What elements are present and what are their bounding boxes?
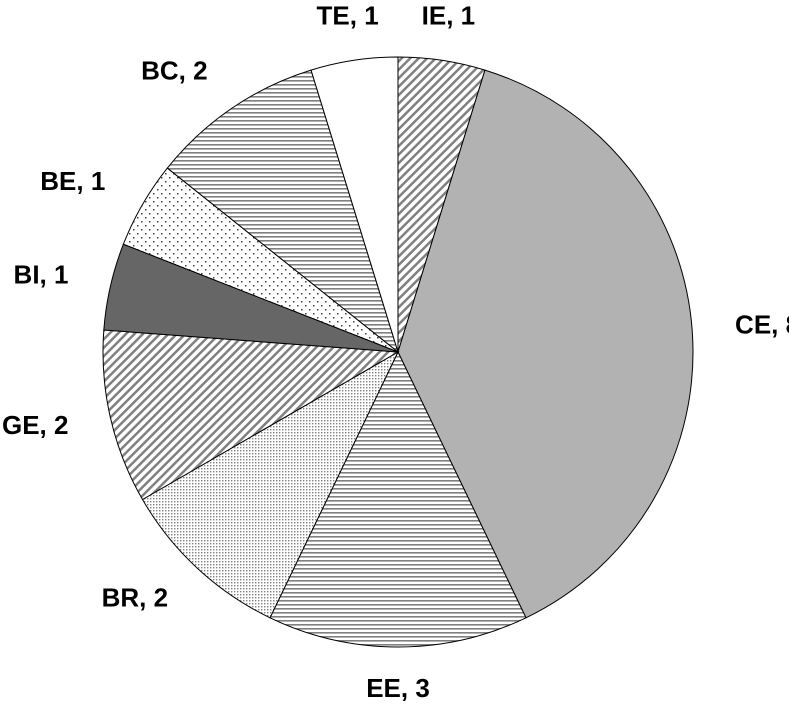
pie-slice (166, 69, 399, 354)
slice-label: BR, 2 (102, 583, 168, 613)
pie-slice (397, 69, 694, 619)
slice-label: TE, 1 (317, 1, 379, 31)
slice-label: BI, 1 (14, 260, 69, 290)
slice-label: BE, 1 (40, 166, 105, 196)
slice-label: CE, 8 (735, 310, 789, 340)
pie-slice (102, 329, 400, 501)
slice-label: BC, 2 (141, 56, 207, 86)
pie-slice (269, 350, 527, 648)
slice-label: GE, 2 (2, 410, 68, 440)
slice-label: IE, 1 (422, 1, 475, 31)
pie-slice (310, 56, 399, 353)
pie-slice (141, 350, 400, 619)
slice-label: EE, 3 (366, 673, 430, 703)
